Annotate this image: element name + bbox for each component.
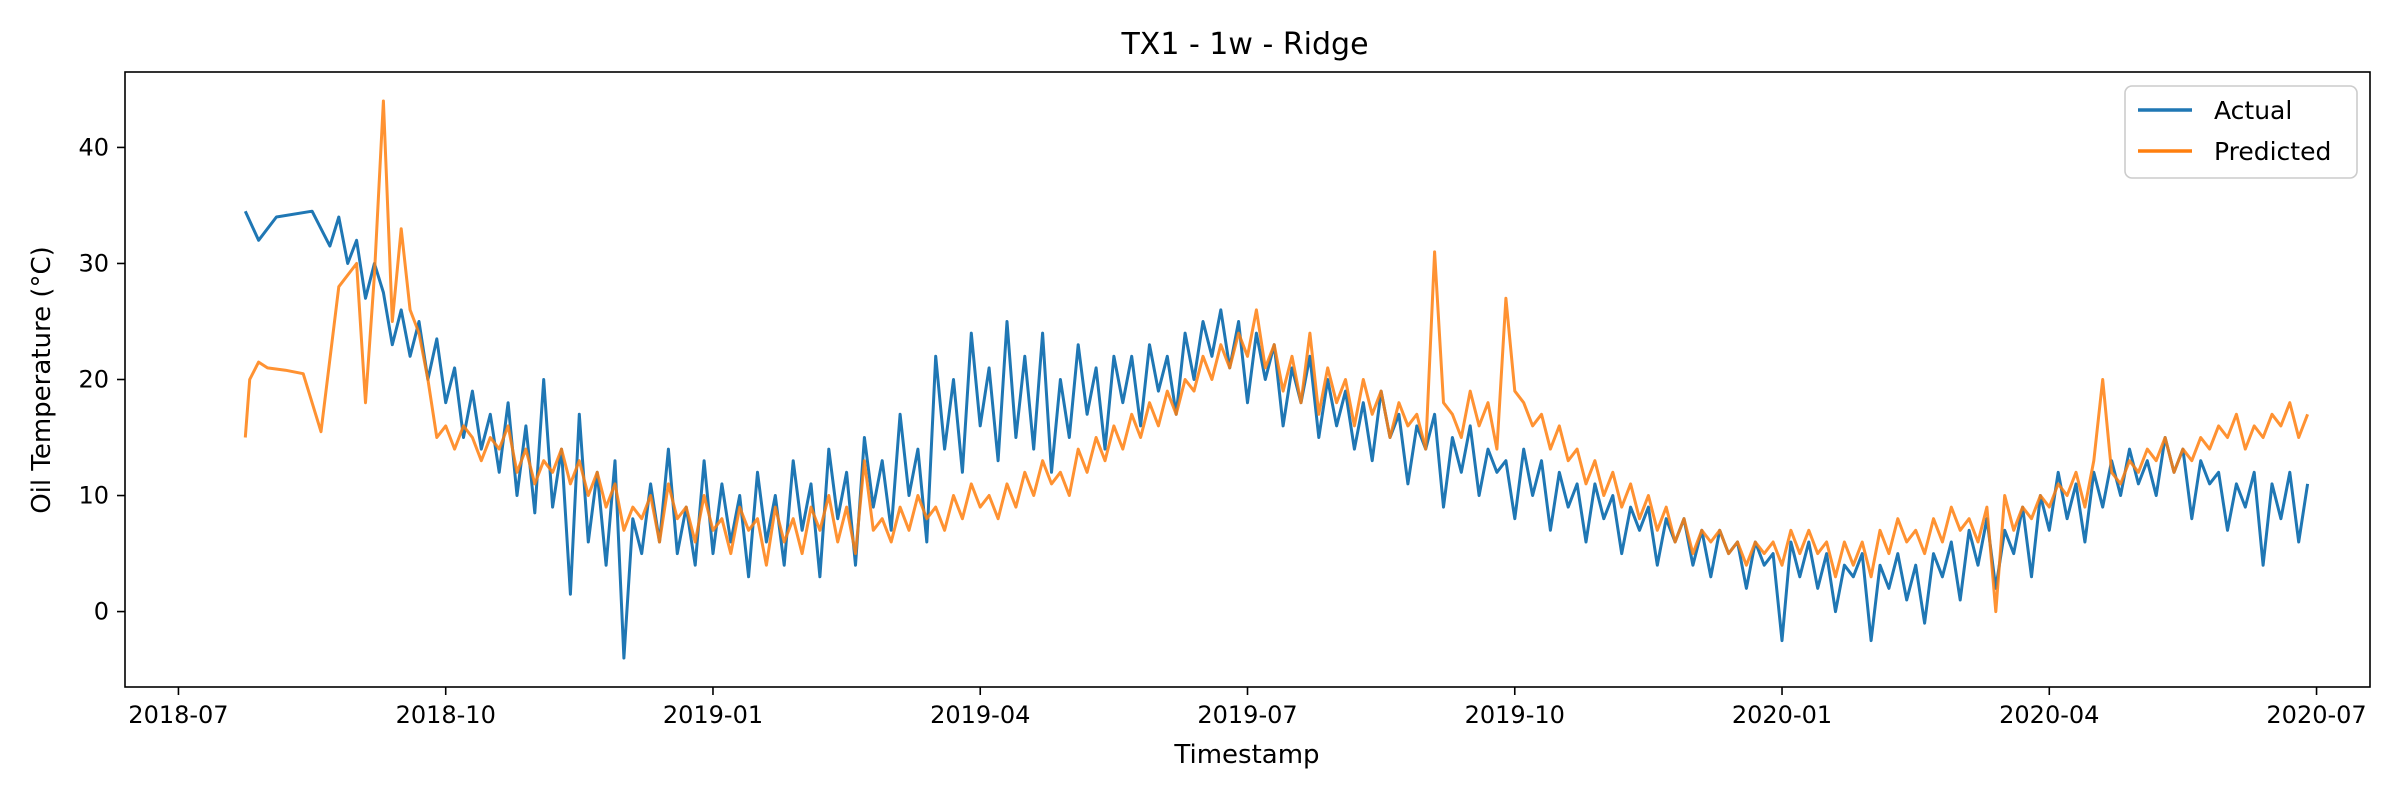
legend-label-predicted: Predicted <box>2214 137 2331 166</box>
x-tick-label: 2020-04 <box>1999 701 2099 729</box>
y-tick-label: 30 <box>78 249 109 277</box>
chart-title: TX1 - 1w - Ridge <box>1120 27 1368 62</box>
x-tick-label: 2019-10 <box>1465 701 1565 729</box>
y-tick-label: 10 <box>78 482 109 510</box>
x-tick-label: 2019-04 <box>930 701 1030 729</box>
x-tick-label: 2018-07 <box>128 701 228 729</box>
x-tick-label: 2019-01 <box>663 701 763 729</box>
x-tick-label: 2020-01 <box>1732 701 1832 729</box>
y-tick-label: 20 <box>78 366 109 394</box>
legend: Actual Predicted <box>2124 85 2358 179</box>
x-tick-label: 2019-07 <box>1197 701 1297 729</box>
y-tick-label: 40 <box>78 133 109 161</box>
y-axis-label: Oil Temperature (°C) <box>27 246 57 514</box>
axes-ticks: 2018-07 2018-10 2019-01 2019-04 2019-07 2019-… <box>78 133 2366 729</box>
x-tick-label: 2020-07 <box>2266 701 2366 729</box>
y-tick-label: 0 <box>94 598 109 626</box>
legend-label-actual: Actual <box>2214 96 2292 125</box>
x-tick-label: 2018-10 <box>396 701 496 729</box>
plot-area <box>243 99 2310 660</box>
x-axis-label: Timestamp <box>1173 740 1319 770</box>
series-line-predicted <box>243 99 2310 614</box>
